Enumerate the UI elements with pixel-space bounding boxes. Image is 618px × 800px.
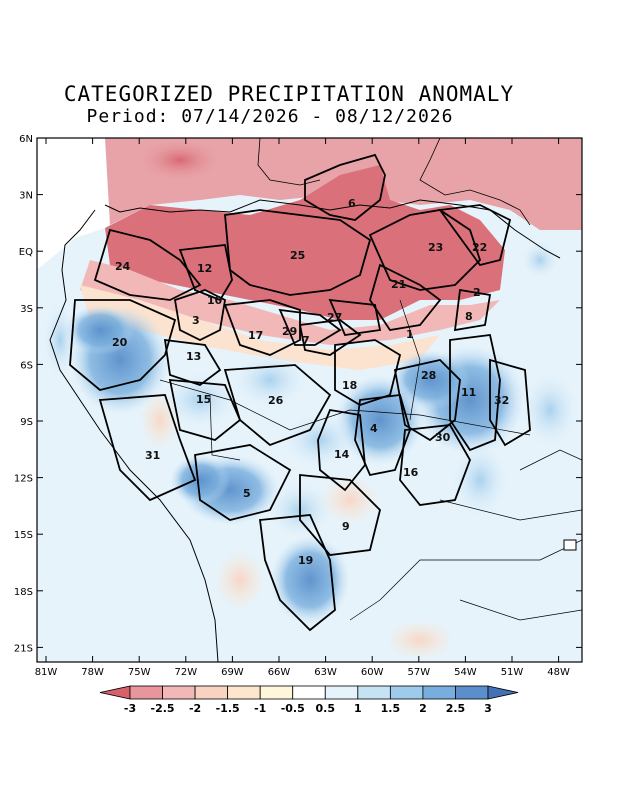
region-label-31: 31 [145,449,160,462]
region-label-26: 26 [268,394,284,407]
region-label-19: 19 [298,554,313,567]
region-label-32: 32 [494,394,509,407]
region-label-22: 22 [472,241,487,254]
colorbar-label: -2 [189,702,201,715]
region-label-27: 27 [327,311,342,324]
colorbar-label: 2.5 [446,702,466,715]
region-label-6: 6 [348,197,356,210]
region-label-28: 28 [421,369,436,382]
colorbar-swatch [422,685,456,700]
colorbar-label: 2 [419,702,427,715]
lon-tick-label: 81W [35,667,58,678]
region-label-18: 18 [342,379,357,392]
lat-tick-label: 9S [20,417,33,428]
region-label-4: 4 [370,422,378,435]
lon-tick-label: 72W [174,667,197,678]
map-field [37,138,582,662]
lon-tick-label: 57W [407,667,430,678]
colorbar-swatch [455,685,489,700]
colorbar-label: 3 [484,702,492,715]
map-frame [36,137,583,663]
region-labels: 1 2 3 4 5 6 7 8 9 10 11 12 13 14 15 16 1… [112,197,509,567]
region-label-8: 8 [465,310,473,323]
lon-tick-label: 51W [501,667,524,678]
map-subtitle: Period: 07/14/2026 - 08/12/2026 [86,106,454,127]
colorbar-swatch [357,685,391,700]
region-label-20: 20 [112,336,128,349]
colorbar-label: 0.5 [316,702,336,715]
lat-tick-label: 6N [19,134,33,145]
colorbar-swatch [129,685,163,700]
region-label-15: 15 [196,393,211,406]
colorbar-swatch [162,685,196,700]
region-label-30: 30 [435,431,451,444]
colorbar-left-arrow [99,685,131,700]
lon-tick-label: 78W [81,667,104,678]
basin-boundaries [69,153,531,632]
lon-tick-label: 48W [547,667,570,678]
colorbar-label: 1.5 [381,702,401,715]
region-label-21: 21 [391,278,406,291]
colorbar-label: -0.5 [281,702,305,715]
region-label-12: 12 [197,262,212,275]
colorbar-label: -1.5 [216,702,240,715]
state-borders [159,299,582,621]
region-label-17: 17 [248,329,263,342]
region-label-24: 24 [115,260,131,273]
colorbar-label: 1 [354,702,362,715]
region-label-29: 29 [282,325,297,338]
latitude-axis: 6N 3N EQ 3S 6S 9S 12S 15S 18S 21S [14,134,582,654]
lat-tick-label: EQ [19,247,33,258]
longitude-axis: 81W 78W 75W 72W 69W 66W 63W 60W 57W 54W 51W 48W [35,138,570,678]
lat-tick-label: 6S [20,360,33,371]
lon-tick-label: 60W [361,667,384,678]
region-label-16: 16 [403,466,419,479]
colorbar-swatch [259,685,294,700]
region-label-5: 5 [243,487,251,500]
lat-tick-label: 15S [14,530,33,541]
lat-tick-label: 21S [14,643,33,654]
map-title: CATEGORIZED PRECIPITATION ANOMALY [63,82,515,106]
colorbar-label: -3 [124,702,136,715]
colorbar-legend: -3 -2.5 -2 -1.5 -1 -0.5 0.5 1 1.5 2 2.5 3 [99,685,519,715]
lat-tick-label: 18S [14,587,33,598]
lon-tick-label: 63W [314,667,337,678]
region-label-1: 1 [406,328,414,341]
colorbar-swatch [194,685,229,700]
lon-tick-label: 54W [454,667,477,678]
region-label-9: 9 [342,520,350,533]
lat-tick-label: 12S [14,474,33,485]
lon-tick-label: 75W [128,667,151,678]
region-label-25: 25 [290,249,305,262]
colorbar-swatch [227,685,261,700]
region-label-11: 11 [461,386,476,399]
lat-tick-label: 3S [20,304,33,315]
lon-tick-label: 69W [221,667,244,678]
colorbar-label: -2.5 [151,702,175,715]
colorbar-label: -1 [254,702,266,715]
region-label-3: 3 [192,314,200,327]
region-label-2: 2 [473,286,481,299]
lat-tick-label: 3N [19,191,33,202]
colorbar-swatch [389,685,424,700]
lon-tick-label: 66W [268,667,291,678]
region-label-13: 13 [186,350,201,363]
colorbar-swatch [292,685,326,700]
region-label-7: 7 [302,334,310,347]
colorbar-right-arrow [487,685,519,700]
region-label-14: 14 [334,448,350,461]
colorbar-swatch [324,685,359,700]
region-label-23: 23 [428,241,443,254]
region-label-10: 10 [207,294,223,307]
